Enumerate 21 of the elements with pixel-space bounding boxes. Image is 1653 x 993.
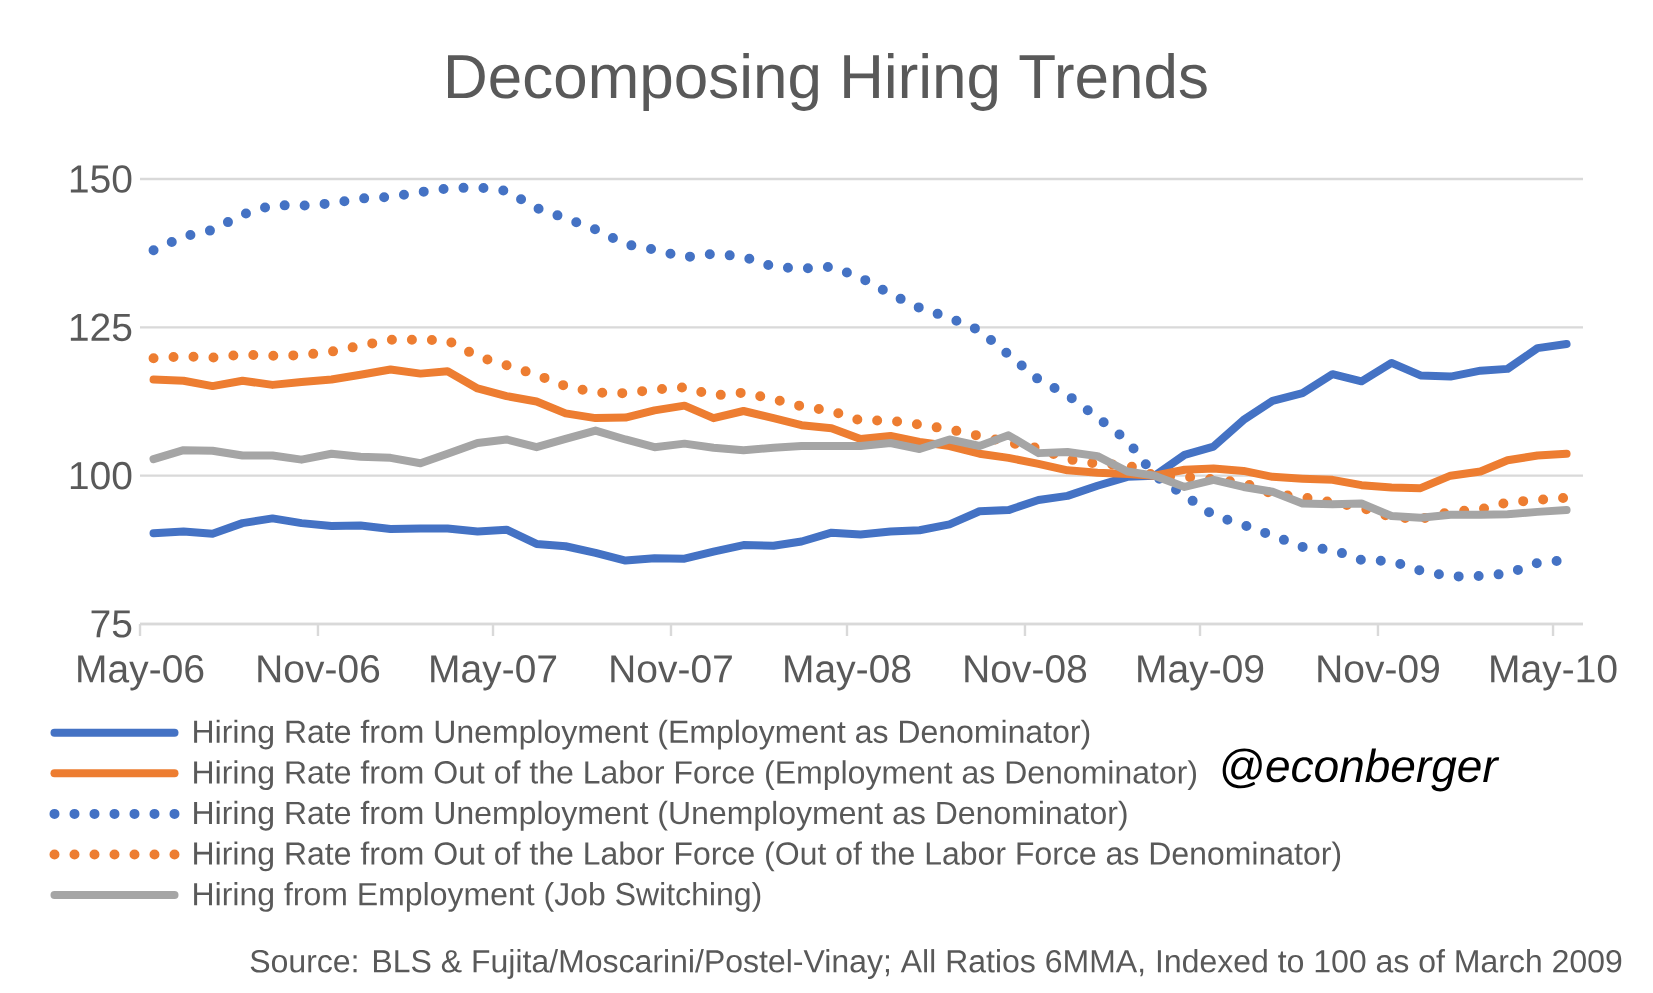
y-tick-label: 100: [70, 461, 132, 490]
y-tick-label: 75: [91, 610, 132, 638]
legend-label: Hiring Rate from Out of the Labor Force (Out of the Labor Force as Denominator): [194, 841, 1341, 872]
x-tick-label: May-08: [785, 655, 911, 691]
x-tick-label: Nov-09: [1318, 655, 1439, 683]
legend-label: Hiring Rate from Unemployment (Unemployment as Denominator): [194, 800, 1127, 831]
x-tick-label: Nov-08: [965, 655, 1087, 683]
source-note: Source: BLS & Fujita/Moscarini/Postel-Vinay; All Ratios 6MMA, Indexed to 100 as of March 2009: [250, 949, 1622, 979]
x-tick-label: Nov-07: [611, 655, 732, 683]
legend-label: Hiring Rate from Out of the Labor Force (Employment as Denominator): [194, 760, 1196, 791]
x-tick-label: May-06: [78, 655, 204, 691]
y-tick-label: 150: [70, 165, 132, 193]
x-tick-label: May-09: [1138, 655, 1264, 691]
legend-label: Hiring from Employment (Job Switching): [194, 881, 761, 912]
x-tick-label: May-07: [431, 655, 557, 691]
text: @econberger: [1222, 748, 1500, 792]
x-tick-label: Nov-06: [258, 655, 380, 683]
x-tick-label: May-10: [1491, 655, 1617, 691]
legend-label: Hiring Rate from Unemployment (Employment as Denominator): [194, 719, 1090, 750]
y-tick-label: 125: [70, 313, 132, 342]
chart-title: Decomposing Hiring Trends: [448, 53, 1207, 111]
